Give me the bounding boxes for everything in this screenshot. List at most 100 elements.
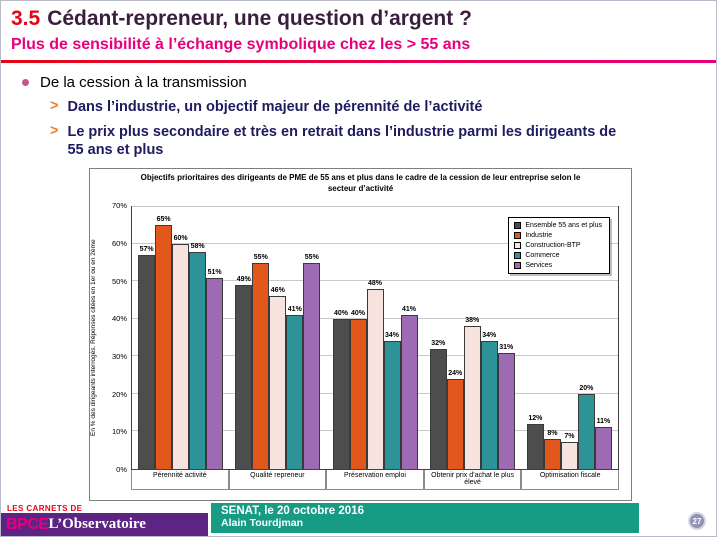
bar-ensemble-55-ans-et-plus: 32% [429, 340, 447, 469]
x-axis-category-obtenir-prix-d-achat-le-plus-lev: Obtenir prix d’achat le plus élevé [423, 469, 522, 490]
bar-value-label: 65% [156, 216, 171, 224]
footer-banner: SENAT, le 20 octobre 2016 Alain Tourdjma… [211, 503, 639, 533]
bar-industrie: 24% [446, 370, 464, 469]
bar-value-label: 46% [270, 287, 285, 295]
bar-construction-btp: 38% [463, 317, 481, 469]
subtitle: Plus de sensibilité à l’échange symboliq… [11, 36, 471, 53]
bar-value-label: 58% [190, 242, 205, 250]
y-tick: 10% [111, 427, 127, 437]
bar-construction-btp: 48% [366, 280, 384, 469]
logo-observatoire-text: L’Observatoire [48, 516, 146, 532]
chevron-icon: > [50, 98, 59, 114]
bar-value-label: 24% [448, 369, 463, 377]
legend-label: Industrie [525, 231, 553, 239]
bar-value-label: 32% [431, 339, 446, 347]
bar-value-label: 11% [596, 418, 611, 426]
bar-value-label: 8% [547, 429, 558, 437]
legend-swatch-icon [514, 241, 522, 249]
bar-industrie: 55% [252, 254, 270, 469]
page-number-badge: 27 [688, 512, 706, 530]
legend-swatch-icon [514, 261, 522, 269]
legend-item-commerce: Commerce [514, 251, 602, 259]
y-tick: 50% [111, 276, 127, 286]
x-axis-category-pr-servation-emploi: Préservation emploi [326, 469, 424, 490]
bar-services: 31% [497, 344, 515, 469]
legend-item-ensemble-55-ans-et-plus: Ensemble 55 ans et plus [514, 221, 602, 229]
logo-bpce-text: BPCE [6, 515, 49, 533]
y-tick: 20% [111, 389, 127, 399]
bar-value-label: 60% [173, 235, 188, 243]
bar-groups: 57% 65% 60% 58% 51% 49% 55% 46% 41% 55% 40% 40% 48% 3… [132, 207, 618, 469]
logo-carnets-text: LES CARNETS DE [7, 504, 83, 513]
bullet-main-text: De la cession à la transmission [40, 74, 247, 91]
bar-value-label: 34% [384, 332, 400, 340]
y-axis-ticks: 0% 10% 20% 30% 40% 50% 60% 70% [104, 201, 131, 474]
page-title: 3.5 Cédant-repreneur, une question d’arge… [11, 7, 472, 31]
bullet-sub1-text: Dans l’industrie, un objectif majeur de … [67, 99, 483, 115]
chart-title: Objectifs prioritaires des dirigeants de… [140, 173, 581, 193]
legend-swatch-icon [514, 251, 522, 259]
bar-value-label: 34% [482, 332, 497, 340]
bar-services: 41% [400, 306, 418, 469]
title-text: Cédant-repreneur, une question d’argent … [47, 7, 472, 30]
bar-value-label: 48% [367, 279, 383, 287]
bar-value-label: 55% [304, 253, 319, 261]
bar-value-label: 20% [579, 384, 594, 392]
y-tick: 0% [116, 465, 127, 475]
bar-value-label: 12% [528, 414, 543, 422]
bar-chart: Objectifs prioritaires des dirigeants de… [89, 168, 632, 501]
chevron-icon: > [50, 123, 59, 140]
legend-item-services: Services [514, 261, 602, 269]
footer-author-text: Alain Tourdjman [221, 517, 304, 529]
y-axis-label: En % des dirigeants interrogés. Réponses… [90, 239, 97, 436]
bar-group-obtenir-prix-d-achat-le-plus-lev: 32% 24% 38% 34% 31% [424, 207, 521, 469]
legend-label: Ensemble 55 ans et plus [525, 221, 602, 229]
bullet-dot-icon [22, 79, 29, 86]
gridline [132, 205, 618, 207]
legend-item-construction-btp: Construction-BTP [514, 241, 602, 249]
chart-main: En % des dirigeants interrogés. Réponses… [90, 201, 631, 474]
y-tick: 70% [111, 201, 127, 211]
bar-services: 55% [303, 254, 321, 469]
bar-value-label: 55% [253, 253, 268, 261]
legend-swatch-icon [514, 231, 522, 239]
header-rule [1, 60, 716, 63]
bar-ensemble-55-ans-et-plus: 12% [526, 415, 544, 469]
bar-value-label: 51% [207, 268, 222, 276]
bar-commerce: 41% [286, 306, 304, 469]
legend-label: Construction-BTP [525, 241, 581, 249]
bullet-list: De la cession à la transmission > Dans l… [1, 74, 716, 159]
bar-value-label: 49% [236, 276, 251, 284]
bar-group-p-rennit-activit: 57% 65% 60% 58% 51% [132, 207, 229, 469]
bar-ensemble-55-ans-et-plus: 40% [332, 310, 350, 469]
x-axis-category-p-rennit-activit: Pérennité activité [131, 469, 229, 490]
bar-group-pr-servation-emploi: 40% 40% 48% 34% 41% [326, 207, 423, 469]
bar-value-label: 7% [564, 433, 575, 441]
bar-value-label: 38% [465, 317, 480, 325]
bar-commerce: 34% [383, 332, 401, 469]
plot-area: 57% 65% 60% 58% 51% 49% 55% 46% 41% 55% 40% 40% 48% 3… [131, 205, 619, 470]
bar-commerce: 20% [577, 385, 595, 469]
bullet-sub2-text: Le prix plus secondaire et très en retra… [67, 124, 617, 159]
legend-label: Commerce [525, 251, 560, 259]
bar-group-optimisation-fiscale: 12% 8% 7% 20% 11% [521, 207, 618, 469]
bar-value-label: 41% [401, 306, 417, 314]
y-tick: 30% [111, 351, 127, 361]
gridline [132, 280, 618, 282]
bar-value-label: 40% [350, 309, 366, 317]
y-tick: 40% [111, 314, 127, 324]
x-axis: Pérennité activité Qualité repreneur Prése… [131, 469, 619, 490]
bullet-item-sub2: > Le prix plus secondaire et très en ret… [50, 123, 716, 159]
bar-industrie: 8% [543, 430, 561, 469]
bar-services: 51% [206, 269, 224, 469]
bullet-item-sub1: > Dans l’industrie, un objectif majeur d… [50, 98, 716, 116]
bar-construction-btp: 46% [269, 287, 287, 469]
bullet-item-main: De la cession à la transmission [22, 74, 716, 91]
logo-strip: BPCE L’Observatoire [1, 513, 208, 536]
legend-swatch-icon [514, 221, 522, 229]
bar-ensemble-55-ans-et-plus: 57% [138, 246, 156, 469]
bar-value-label: 57% [139, 246, 154, 254]
y-tick: 60% [111, 238, 127, 248]
bar-commerce: 34% [480, 332, 498, 469]
